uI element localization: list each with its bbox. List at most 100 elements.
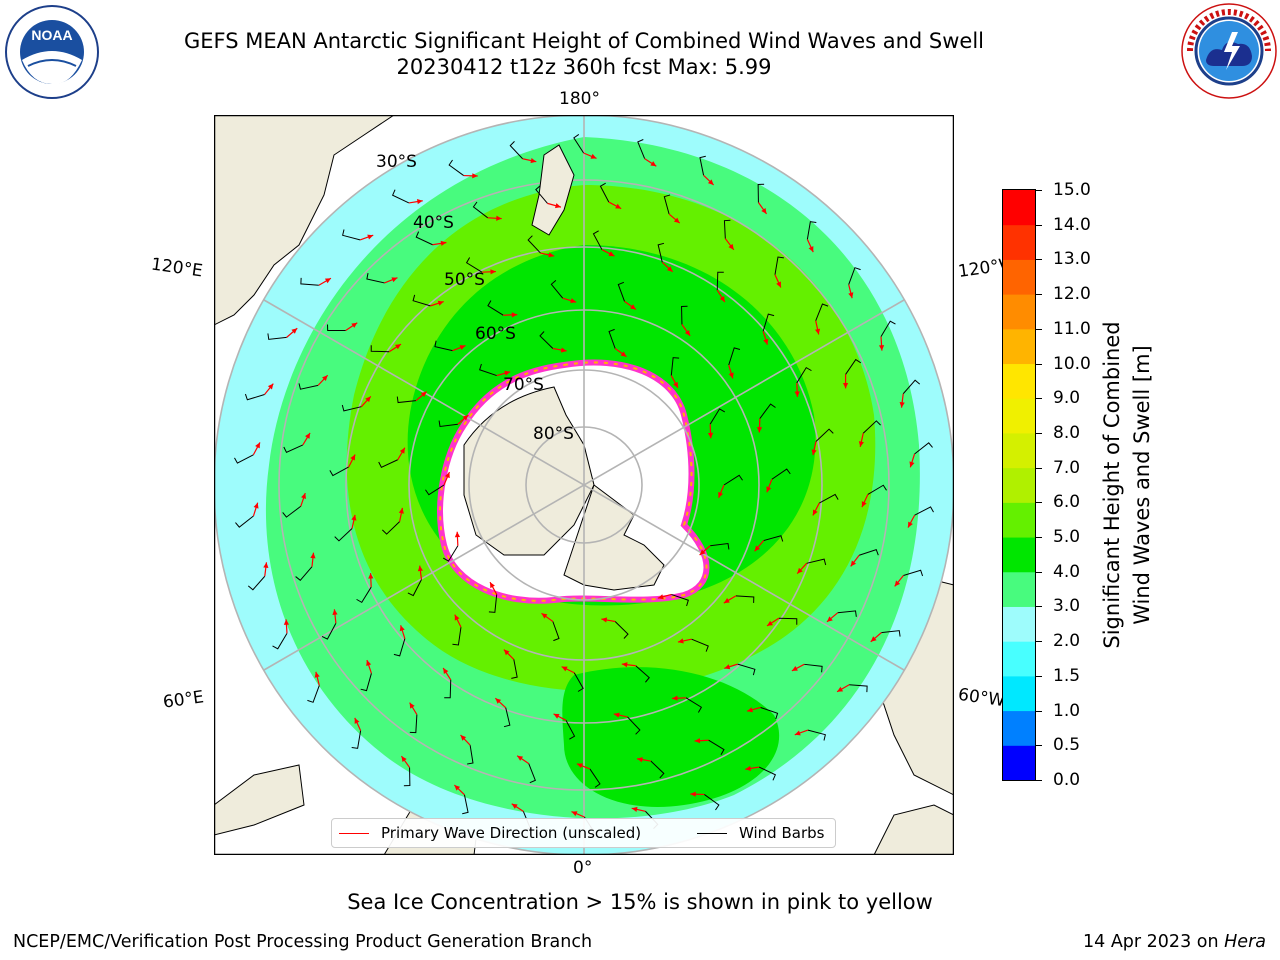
- wave-arrow-head: [630, 304, 636, 310]
- map-frame: [214, 115, 954, 855]
- land-new-zealand: [531, 144, 575, 236]
- wind-barb: [663, 194, 671, 215]
- legend-swatch-barbs: [697, 832, 727, 834]
- wind-barb: [614, 621, 629, 639]
- wave-arrow-head: [754, 545, 761, 552]
- colorbar-segment: [1003, 328, 1035, 365]
- wave-arrow-head: [454, 531, 461, 538]
- colorbar-tick-label: 2.0: [1053, 631, 1081, 652]
- wind-barb: [472, 201, 489, 219]
- wave-arrow-head: [848, 292, 854, 299]
- wave-arrow-head: [690, 791, 696, 797]
- wave-arrow-head: [283, 619, 290, 625]
- nws-logo: [1181, 3, 1277, 99]
- colorbar-frame: [1002, 189, 1036, 781]
- wind-barb: [815, 303, 829, 321]
- wave-arrow-head: [305, 432, 311, 439]
- wave-arrow-head: [310, 552, 316, 559]
- colorbar: [1002, 189, 1036, 781]
- wave-arrow-head: [365, 396, 371, 403]
- wind-barb: [819, 493, 839, 504]
- lat-label-40s: 40°S: [413, 213, 454, 233]
- wind-barb: [737, 663, 756, 676]
- legend-item-wave: Primary Wave Direction (unscaled): [339, 824, 641, 842]
- wave-arrow-head: [791, 666, 798, 671]
- wind-barb: [599, 182, 610, 203]
- legend-label-wave: Primary Wave Direction (unscaled): [381, 824, 642, 842]
- wave-arrow-head: [517, 755, 524, 761]
- wind-barb: [356, 586, 372, 604]
- wave-arrow-head: [837, 686, 844, 692]
- wave-arrow-head: [699, 549, 706, 555]
- colorbar-tick-mark: [1036, 606, 1042, 608]
- wave-arrow-head: [870, 636, 877, 642]
- wind-barb: [415, 231, 433, 246]
- map-legend: Primary Wave Direction (unscaled) Wind B…: [331, 818, 836, 848]
- wind-barb: [796, 366, 812, 384]
- wave-arrow-head: [631, 806, 638, 812]
- colorbar-tick-label: 11.0: [1053, 318, 1091, 339]
- colorbar-title-line1: Significant Height of Combined: [1100, 321, 1124, 649]
- wave-arrow-head: [560, 347, 567, 353]
- colorbar-segment: [1003, 710, 1035, 746]
- wind-barb: [759, 403, 776, 419]
- wind-barb: [608, 328, 616, 349]
- lat-label-30s: 30°S: [376, 152, 417, 172]
- wind-barb: [657, 242, 665, 263]
- colorbar-tick-label: 14.0: [1053, 214, 1091, 235]
- wave-arrow-head: [718, 491, 724, 498]
- wave-arrow-head: [444, 472, 450, 479]
- wave-arrow-head: [707, 179, 714, 186]
- wind-barb: [670, 357, 680, 376]
- wave-arrow-head: [253, 502, 259, 509]
- wind-barb: [382, 521, 400, 535]
- wind-barb: [321, 622, 337, 640]
- wave-arrow-head: [391, 277, 398, 283]
- wind-barb: [691, 638, 709, 652]
- wind-barb: [778, 617, 798, 625]
- colorbar-tick-label: 8.0: [1053, 422, 1081, 443]
- colorbar-tick-mark: [1036, 398, 1042, 400]
- wave-arrow-head: [409, 702, 415, 709]
- wind-barb: [837, 610, 857, 617]
- wind-barb: [704, 794, 720, 811]
- wave-arrow-head: [496, 215, 502, 221]
- colorbar-tick-label: 6.0: [1053, 492, 1081, 513]
- wind-barb: [845, 358, 862, 375]
- wave-arrow-head: [672, 695, 678, 701]
- polar-map: [214, 115, 954, 855]
- wind-barb: [282, 505, 302, 518]
- wave-arrow-head: [776, 281, 781, 288]
- wave-arrow-head: [894, 580, 901, 587]
- wind-barb: [552, 621, 560, 642]
- colorbar-tick-label: 0.5: [1053, 735, 1081, 756]
- wind-barb: [509, 141, 523, 160]
- wind-barb: [617, 281, 626, 302]
- wave-arrow-head: [608, 251, 615, 257]
- wind-barb: [465, 257, 483, 273]
- lat-label-50s: 50°S: [444, 270, 485, 290]
- wave-arrow-head: [570, 298, 577, 304]
- wind-barb: [708, 739, 725, 756]
- lon-label-60e: 60°E: [161, 687, 206, 713]
- colorbar-tick-label: 12.0: [1053, 284, 1091, 305]
- wave-arrow-head: [398, 507, 404, 514]
- lon-label-120e: 120°E: [149, 254, 204, 282]
- colorbar-tick-mark: [1036, 432, 1042, 434]
- wind-barb: [438, 420, 458, 428]
- colorbar-tick-mark: [1036, 675, 1042, 677]
- wind-barb: [804, 663, 823, 673]
- wave-arrow-head: [747, 707, 753, 713]
- wave-arrow-head: [826, 616, 833, 622]
- wave-arrow-head: [459, 345, 466, 350]
- wave-arrow-head: [443, 667, 449, 674]
- colorbar-segment: [1003, 224, 1035, 260]
- land-madagascar: [214, 764, 305, 836]
- wind-barb: [527, 235, 541, 254]
- colorbar-segment: [1003, 606, 1035, 642]
- wind-barb: [914, 506, 934, 516]
- wind-barb: [723, 219, 731, 239]
- colorbar-tick-mark: [1036, 328, 1042, 330]
- wave-arrow-head: [909, 461, 915, 468]
- wind-barb: [267, 333, 287, 340]
